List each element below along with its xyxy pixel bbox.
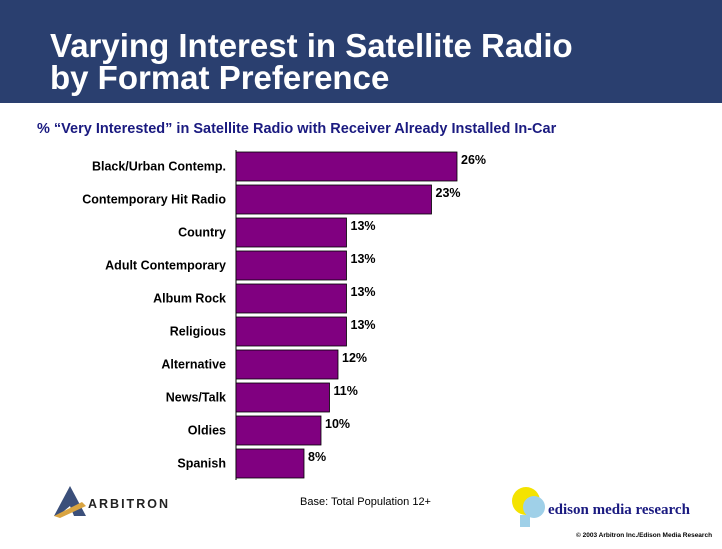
slide-title: Varying Interest in Satellite Radio by F… [50, 27, 573, 96]
title-banner: Varying Interest in Satellite Radio by F… [0, 0, 722, 103]
bar-2 [235, 217, 347, 248]
value-label: 10% [325, 417, 350, 431]
value-label: 23% [436, 186, 461, 200]
arbitron-logo [52, 484, 88, 523]
bar-1 [235, 184, 432, 215]
bar-chart: Black/Urban Contemp. 26% Contemporary Hit … [82, 150, 486, 480]
value-label: 12% [342, 351, 367, 365]
chart-subtitle: % “Very Interested” in Satellite Radio w… [37, 121, 557, 137]
category-label: Religious [170, 325, 226, 339]
category-label: Alternative [161, 358, 226, 372]
category-label: Oldies [188, 424, 226, 438]
value-label: 13% [351, 318, 376, 332]
edison-logo [508, 485, 548, 534]
bar-4 [235, 283, 347, 314]
value-label: 13% [351, 219, 376, 233]
slide-title-line1: Varying Interest in Satellite Radio [50, 27, 573, 64]
category-label: Black/Urban Contemp. [92, 160, 226, 174]
category-label: Spanish [177, 457, 226, 471]
bar-8 [235, 415, 322, 446]
edison-logo-text: edison media research [548, 502, 690, 518]
category-label: Adult Contemporary [105, 259, 226, 273]
value-label: 11% [334, 384, 358, 398]
slide-title-line2: by Format Preference [50, 59, 390, 96]
bar-6 [235, 349, 339, 380]
edison-logo-icon [512, 487, 545, 527]
arbitron-logo-text: ARBITRON [88, 497, 170, 511]
value-label: 13% [351, 252, 376, 266]
value-label: 8% [308, 450, 326, 464]
value-label: 26% [461, 153, 486, 167]
value-label: 13% [351, 285, 376, 299]
category-label: Country [178, 226, 226, 240]
category-label: Album Rock [153, 292, 226, 306]
copyright-text: © 2003 Arbitron Inc./Edison Media Resear… [576, 532, 713, 539]
bar-7 [235, 382, 330, 413]
category-label: News/Talk [166, 391, 226, 405]
arbitron-logo-icon [54, 486, 86, 518]
category-label: Contemporary Hit Radio [82, 193, 226, 207]
bar-0 [235, 151, 458, 182]
base-note: Base: Total Population 12+ [300, 496, 431, 508]
bar-5 [235, 316, 347, 347]
bar-9 [235, 448, 305, 479]
bar-3 [235, 250, 347, 281]
